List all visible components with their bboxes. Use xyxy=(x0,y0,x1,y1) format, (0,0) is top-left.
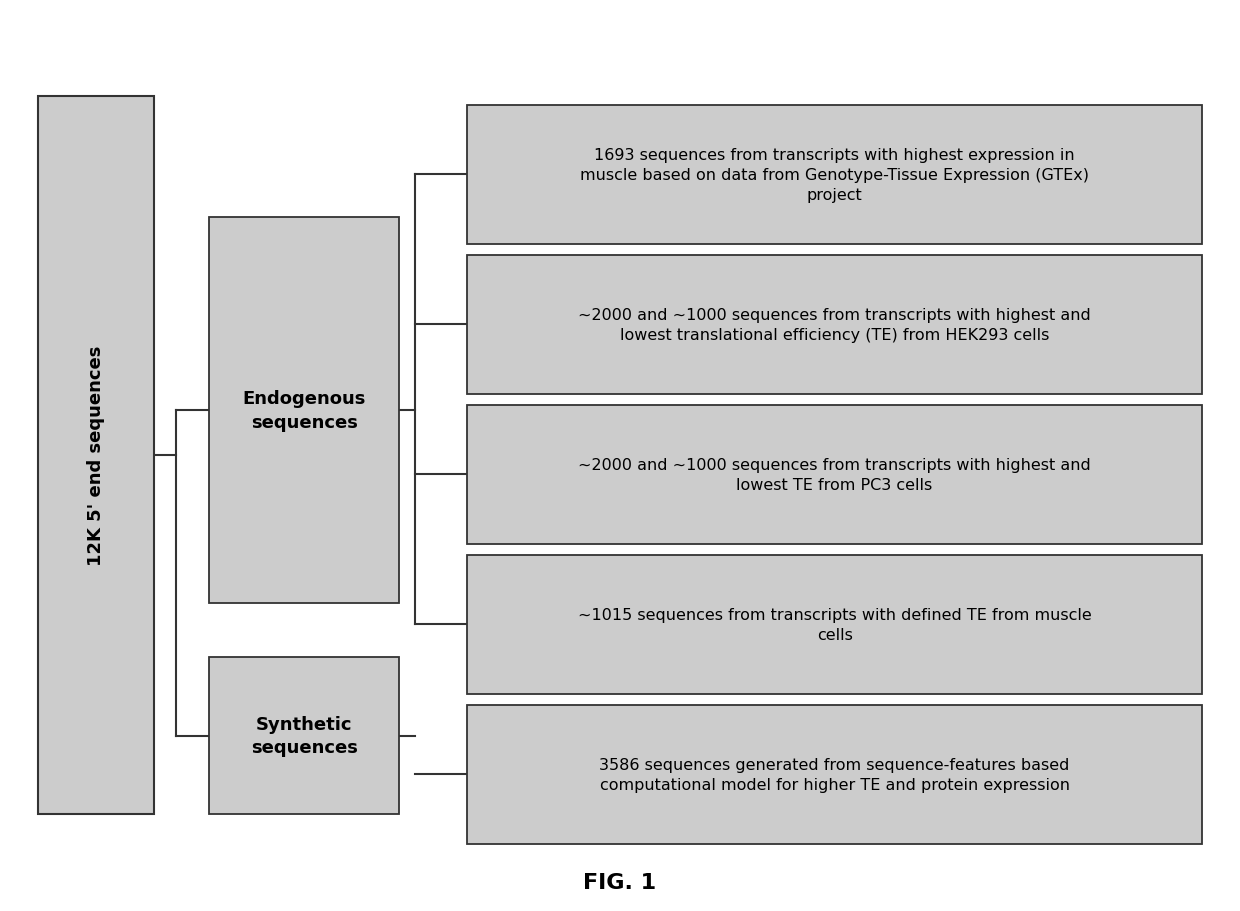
Text: ~2000 and ~1000 sequences from transcripts with highest and
lowest translational: ~2000 and ~1000 sequences from transcrip… xyxy=(578,308,1091,343)
FancyBboxPatch shape xyxy=(466,255,1203,394)
FancyBboxPatch shape xyxy=(37,97,154,814)
Text: ~2000 and ~1000 sequences from transcripts with highest and
lowest TE from PC3 c: ~2000 and ~1000 sequences from transcrip… xyxy=(578,457,1091,492)
FancyBboxPatch shape xyxy=(466,555,1203,694)
FancyBboxPatch shape xyxy=(210,218,399,603)
FancyBboxPatch shape xyxy=(466,106,1203,245)
Text: Synthetic
sequences: Synthetic sequences xyxy=(250,715,357,757)
Text: 3586 sequences generated from sequence-features based
computational model for hi: 3586 sequences generated from sequence-f… xyxy=(599,757,1070,792)
Text: FIG. 1: FIG. 1 xyxy=(584,872,656,892)
FancyBboxPatch shape xyxy=(210,658,399,814)
Text: 1693 sequences from transcripts with highest expression in
muscle based on data : 1693 sequences from transcripts with hig… xyxy=(580,148,1089,202)
Text: ~1015 sequences from transcripts with defined TE from muscle
cells: ~1015 sequences from transcripts with de… xyxy=(578,608,1091,642)
FancyBboxPatch shape xyxy=(466,405,1203,544)
FancyBboxPatch shape xyxy=(466,705,1203,844)
Text: Endogenous
sequences: Endogenous sequences xyxy=(243,390,366,432)
Text: 12K 5' end sequences: 12K 5' end sequences xyxy=(87,345,105,566)
